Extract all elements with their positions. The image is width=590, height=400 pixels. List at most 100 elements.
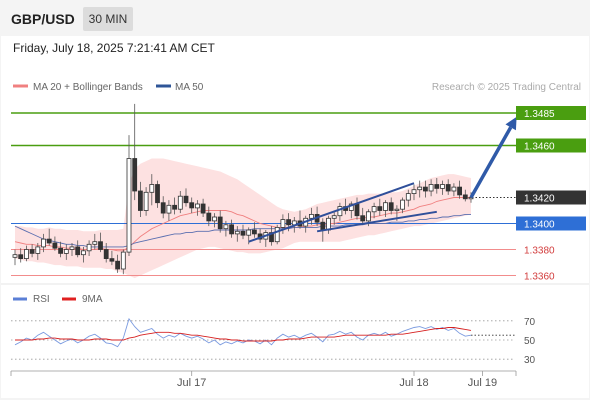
candle [92,233,98,250]
candle-body-down [58,247,63,254]
candle-body-up [234,230,240,235]
candle-body-down [320,221,326,231]
legend-swatch-rsi-ma [62,297,76,301]
candle [383,200,388,217]
credit-text: Research © 2025 Trading Central [432,82,581,93]
level-tag-1.3485 [516,106,586,120]
candle-body-down [103,249,109,260]
candle [217,210,223,233]
level-label-1.3460: 1.3460 [524,142,555,153]
candle-body-down [457,186,463,196]
candle-body-up [81,250,86,256]
candle-body-down [251,229,257,235]
rsi-legend: RSI 9MA [13,294,103,305]
candle [462,189,468,202]
legend-swatch-rsi [13,297,27,301]
candle-body-down [132,158,138,192]
candle-body-up [411,189,417,194]
candle [417,180,423,198]
candle-body-up [451,186,457,192]
candle [177,191,183,214]
candle [98,232,103,253]
candle-body-down [189,202,195,209]
candle [445,179,451,195]
candle-body-up [331,215,337,219]
candle [18,248,24,263]
candle-body-down [377,206,383,211]
candle [137,181,143,217]
candle [400,197,406,214]
candle-body-up [86,243,92,252]
candle [29,244,35,258]
candle-body-down [75,246,81,256]
legend-label-rsi-ma: 9MA [82,294,103,305]
candle-body-down [240,230,246,236]
candle [251,222,257,238]
candle-body-up [149,184,155,193]
candle-body-up [417,186,423,191]
candle-body-up [194,203,200,209]
candle-body-down [229,224,235,235]
candle-body-down [109,258,115,262]
candle-body-up [12,254,18,258]
candle-body-down [354,203,360,217]
candle [440,180,445,195]
candle [411,184,417,201]
candle-body-down [160,202,166,214]
candle [109,250,115,266]
candle-body-down [46,238,52,244]
candle-body-down [422,186,428,192]
level-label-1.3400: 1.3400 [524,220,555,231]
candle-body-down [52,242,58,249]
candle [52,236,58,251]
candle-body-up [35,246,41,254]
candle-body-up [120,251,126,270]
candle-body-up [405,193,411,201]
candle-body-up [23,249,29,260]
candle [434,178,440,194]
candle [149,174,155,206]
candle-body-up [440,184,445,189]
channel-lower-line [316,210,437,233]
candle [360,207,366,225]
candle [422,180,428,198]
legend: MA 20 + Bollinger Bands MA 50 Research ©… [13,82,581,93]
level-tag-1.3400 [516,216,586,231]
candle [274,224,280,245]
candle-body-up [394,208,400,211]
legend-swatch-ma20 [13,84,28,88]
rsi-tick-label: 70 [524,317,536,328]
x-axis-label: Jul 19 [468,377,497,389]
candle-body-down [434,184,440,189]
candle [81,246,86,263]
timeframe-button[interactable]: 30 MIN [83,7,133,31]
channel-upper-line [248,182,415,243]
candle [229,219,235,238]
candle [377,198,383,216]
candle [194,200,200,216]
candle-body-up [223,224,229,230]
candle [86,240,92,256]
candle-body-up [308,213,314,219]
candle-body-down [155,184,160,204]
candle-body-down [183,195,189,204]
candle [58,241,63,258]
candle [234,226,240,242]
candle [69,243,75,256]
candle-body-down [206,212,212,222]
candle [240,224,246,240]
candle-body-up [41,238,46,248]
candle [200,198,206,217]
rsi-tick-label: 30 [524,355,536,366]
legend-label-ma20: MA 20 + Bollinger Bands [33,82,143,93]
candle [160,196,166,219]
candle [223,220,229,237]
candle [405,189,411,207]
level-label-1.3380: 1.3380 [524,246,555,257]
candle [115,254,120,273]
candle [457,180,463,199]
candle-body-up [177,195,183,210]
candle-body-down [388,202,394,211]
legend-swatch-ma50 [156,84,171,88]
